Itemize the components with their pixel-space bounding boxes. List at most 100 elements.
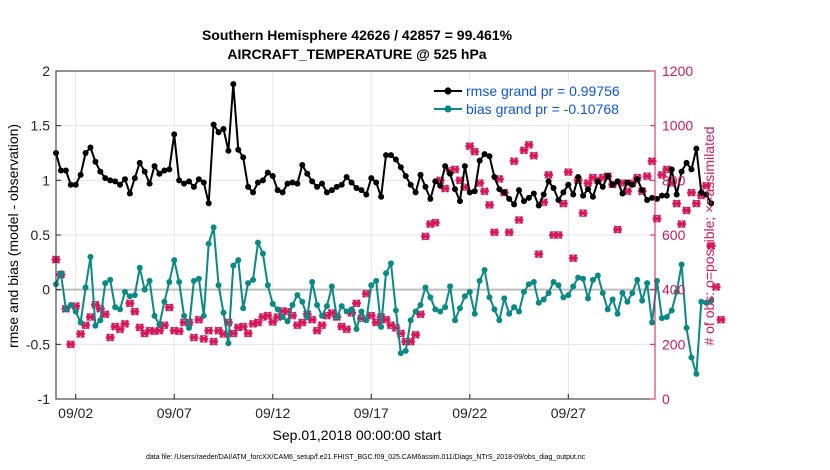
y-right-tick-label: 600 — [662, 227, 686, 243]
rmse-point — [235, 146, 242, 153]
bias-point — [486, 294, 493, 301]
rmse-point — [471, 188, 478, 195]
obs-assimilated-point — [352, 299, 361, 308]
obs-assimilated-point — [568, 254, 578, 263]
rmse-point — [378, 193, 385, 200]
bias-point — [112, 304, 119, 311]
bias-point — [126, 293, 133, 300]
bias-point — [668, 307, 675, 314]
bias-point — [452, 317, 459, 324]
rmse-point — [614, 178, 621, 185]
bias-point — [161, 298, 168, 305]
bias-point — [299, 298, 306, 305]
bias-point — [343, 308, 350, 315]
bias-point — [594, 272, 601, 279]
bias-point — [245, 280, 252, 287]
bias-point — [195, 275, 202, 282]
rmse-point — [407, 181, 414, 188]
bias-point — [72, 308, 79, 315]
rmse-point — [220, 125, 227, 132]
obs-assimilated-point — [563, 167, 573, 177]
rmse-point — [368, 175, 375, 182]
y-left-tick-label: -1 — [38, 391, 51, 407]
rmse-point — [570, 191, 577, 198]
rmse-point — [535, 202, 542, 209]
bias-point — [550, 279, 557, 286]
bias-point — [269, 300, 276, 307]
bias-point — [230, 262, 237, 269]
obs-assimilated-point — [711, 282, 721, 292]
bias-point — [658, 315, 665, 322]
bias-point — [703, 299, 710, 306]
rmse-point — [274, 187, 281, 194]
bias-point — [402, 347, 409, 354]
rmse-point — [87, 144, 94, 151]
data-marks — [51, 81, 726, 377]
bias-point — [614, 310, 621, 317]
rmse-point — [373, 179, 380, 186]
rmse-point — [466, 189, 473, 196]
obs-assimilated-point — [470, 147, 480, 156]
bias-point — [67, 301, 74, 308]
rmse-point — [392, 156, 399, 163]
obs-assimilated-point — [86, 312, 95, 322]
bias-point — [387, 260, 394, 267]
rmse-point — [634, 176, 641, 183]
rmse-point — [156, 170, 163, 177]
y-right-tick-label: 1000 — [662, 118, 693, 134]
bias-point — [397, 350, 404, 357]
bias-point — [274, 306, 281, 313]
rmse-point — [644, 197, 651, 204]
bias-point — [210, 224, 217, 231]
legend-marker-rmse — [444, 87, 452, 95]
bias-point — [304, 314, 311, 320]
obs-assimilated-point — [544, 170, 554, 180]
rmse-point — [112, 178, 119, 185]
bias-point — [146, 277, 153, 284]
obs-assimilated-point — [342, 325, 352, 334]
rmse-point — [269, 172, 276, 179]
y-left-tick-label: 1 — [42, 172, 50, 188]
rmse-point — [550, 184, 557, 191]
bias-point — [476, 277, 483, 284]
bias-point — [698, 298, 705, 305]
bias-point — [412, 308, 419, 315]
rmse-point — [309, 178, 316, 185]
obs-assimilated-point — [687, 188, 696, 197]
rmse-point — [387, 152, 394, 159]
rmse-point — [397, 164, 404, 171]
bias-point — [624, 298, 631, 305]
rmse-point — [545, 178, 552, 185]
rmse-point — [264, 169, 271, 176]
bias-point — [289, 301, 296, 308]
y-left-tick-label: -0.5 — [26, 336, 50, 352]
obs-assimilated-point — [199, 334, 209, 344]
rmse-point — [516, 187, 523, 194]
rmse-point — [215, 129, 222, 136]
rmse-point — [141, 168, 148, 175]
obs-assimilated-point — [706, 241, 716, 251]
bias-point — [338, 303, 345, 310]
bias-point — [176, 279, 183, 286]
rmse-point — [673, 191, 680, 198]
obs-assimilated-point — [524, 140, 534, 149]
rmse-point — [452, 186, 459, 193]
bias-point — [609, 296, 616, 303]
bias-point — [634, 276, 641, 283]
rmse-point — [171, 131, 178, 138]
obs-assimilated-point — [652, 214, 662, 223]
obs-assimilated-point — [421, 232, 430, 241]
obs-assimilated-point — [642, 172, 652, 181]
rmse-point — [62, 167, 69, 174]
obs-assimilated-point — [450, 165, 460, 174]
rmse-point — [363, 191, 370, 198]
rmse-point — [67, 181, 74, 188]
rmse-point — [259, 177, 266, 184]
rmse-point — [668, 166, 675, 173]
bias-point — [585, 295, 592, 302]
bias-point — [466, 288, 473, 295]
rmse-point — [294, 180, 301, 187]
bias-point — [240, 305, 247, 312]
bias-point — [471, 310, 478, 317]
bias-point — [200, 312, 207, 319]
